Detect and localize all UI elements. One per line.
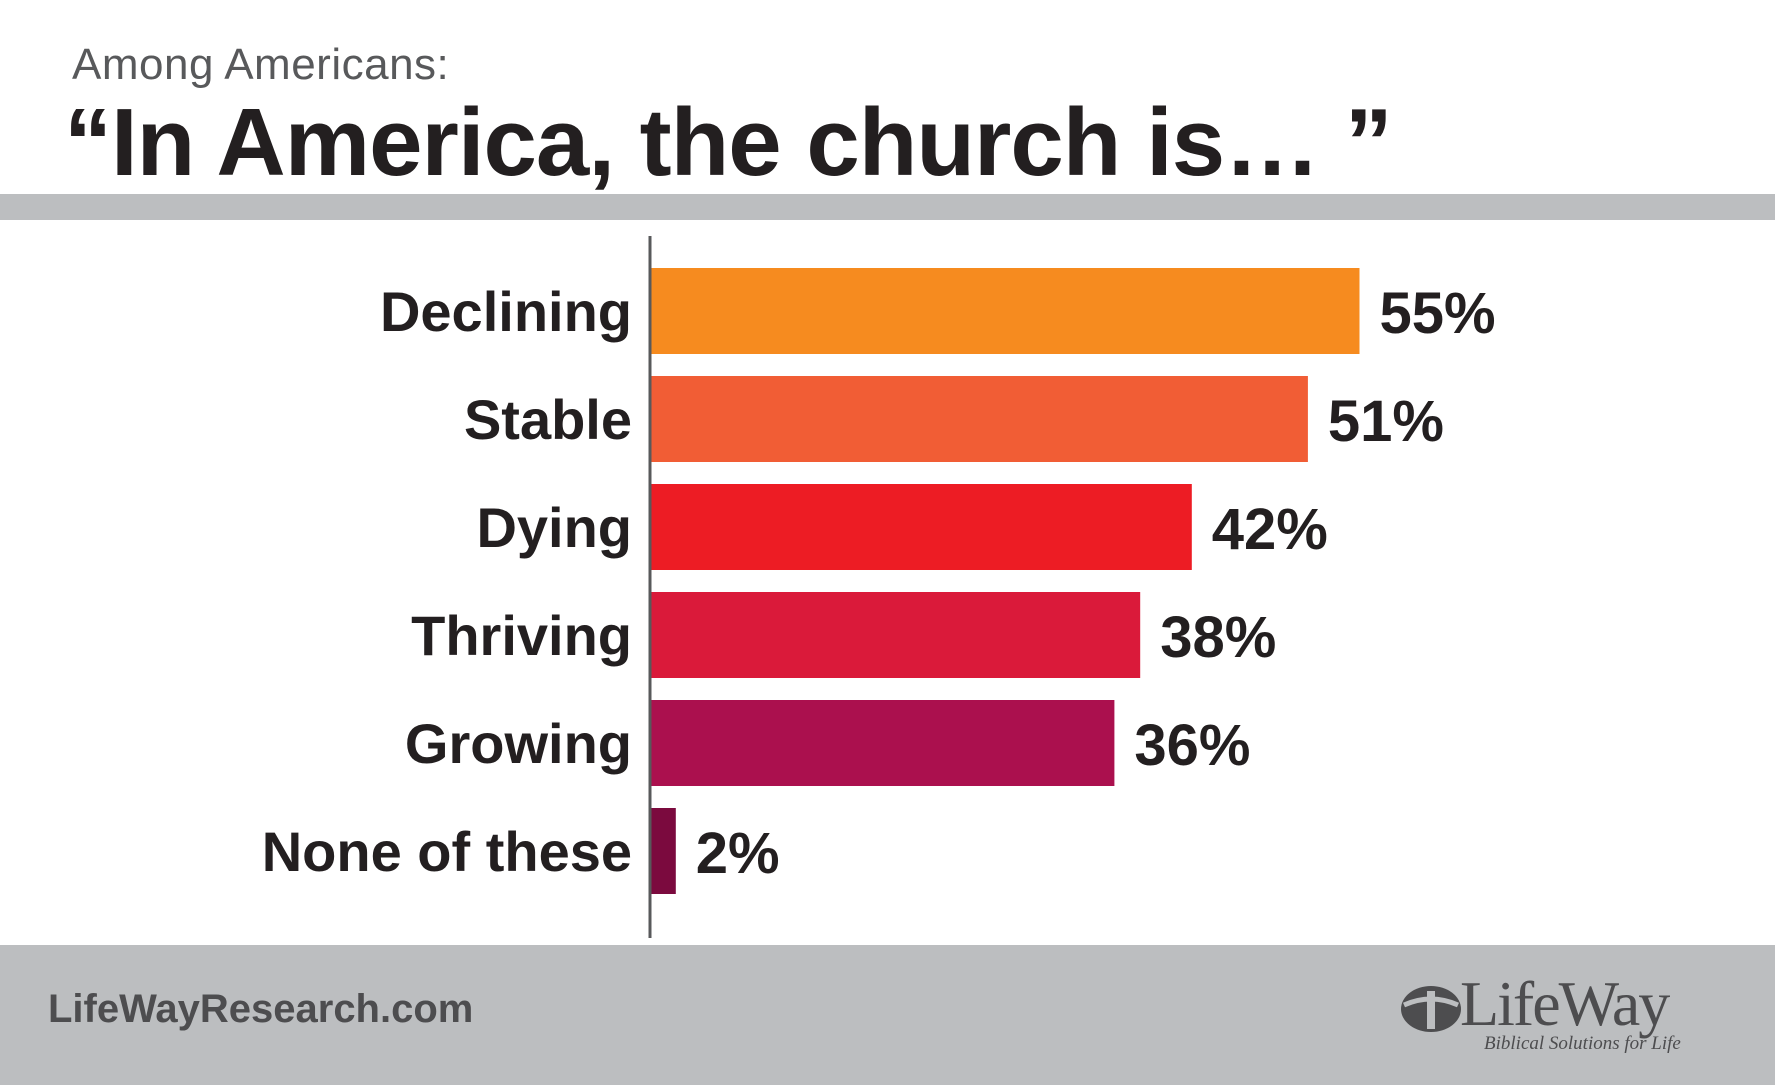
bar-thriving [650,592,1141,678]
lifeway-logo-tagline: Biblical Solutions for Life [1484,1033,1681,1054]
value-label: 2% [696,821,780,886]
value-label: 55% [1380,281,1496,346]
bar-dying [650,484,1192,570]
category-label: None of these [262,820,632,883]
category-label: Dying [476,496,632,559]
chart-title: “In America, the church is… ” [64,89,1393,196]
value-label: 36% [1134,713,1250,778]
bar-chart-svg: Declining 55% Stable 51% Dying 42% Thriving 38%… [262,236,1496,938]
category-label: Stable [464,388,632,451]
bar-stable [650,376,1308,462]
category-label: Growing [405,712,632,775]
bar-declining [650,268,1360,354]
header-divider-band [0,194,1775,220]
lifeway-logo-mark-icon [1401,986,1461,1032]
category-label: Thriving [411,604,632,667]
lifeway-logo-word: LifeWay [1460,968,1670,1039]
lifeway-logo: LifeWay Biblical Solutions for Life [1400,967,1720,1057]
value-label: 38% [1160,605,1276,670]
bar-chart: Declining 55% Stable 51% Dying 42% Thriving 38%… [0,220,1775,945]
value-label: 42% [1212,497,1328,562]
footer-website-link[interactable]: LifeWayResearch.com [48,987,474,1031]
value-label: 51% [1328,389,1444,454]
category-label: Declining [380,280,632,343]
bar-growing [650,700,1115,786]
footer-band: LifeWayResearch.com LifeWay Biblical Sol… [0,945,1775,1085]
chart-subtitle: Among Americans: [72,40,450,89]
bar-none-of-these [650,808,676,894]
